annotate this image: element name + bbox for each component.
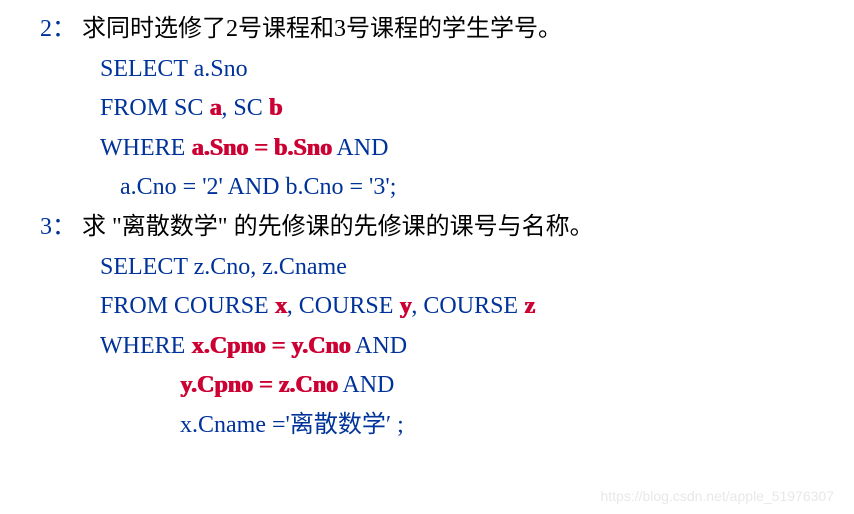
q1-sql-line3: WHERE a.Sno = b.Sno AND — [40, 129, 824, 169]
q1-alias-b: b — [269, 95, 282, 121]
q1-conds: a.Cno = '2' AND b.Cno = '3'; — [120, 174, 396, 200]
q1-from-b: , SC — [221, 95, 268, 121]
q2-sql-line4: y.Cpno = z.Cno AND — [40, 366, 824, 406]
q1-sql-line4: a.Cno = '2' AND b.Cno = '3'; — [40, 168, 824, 208]
q2-where: WHERE — [100, 333, 191, 359]
question-1-number: 2： — [40, 16, 76, 42]
q1-join-cond: a.Sno = b.Sno — [191, 135, 331, 161]
q1-where: WHERE — [100, 135, 191, 161]
question-1-text: 求同时选修了2号课程和3号课程的学生学号。 — [82, 16, 562, 42]
q2-sql-line5: x.Cname ='离散数学′ ; — [40, 406, 824, 446]
q2-sql-line1: SELECT z.Cno, z.Cname — [40, 248, 824, 288]
q2-and2: AND — [338, 372, 395, 398]
watermark: https://blog.csdn.net/apple_51976307 — [600, 488, 834, 504]
q2-alias-x: x — [275, 293, 287, 319]
q1-sql-line2: FROM SC a, SC b — [40, 89, 824, 129]
q2-alias-y: y — [399, 293, 411, 319]
q1-and1: AND — [332, 135, 389, 161]
question-2-number: 3： — [40, 214, 76, 240]
q1-alias-a: a — [209, 95, 221, 121]
q2-and1: AND — [350, 333, 407, 359]
q2-sql-line2: FROM COURSE x, COURSE y, COURSE z — [40, 287, 824, 327]
q2-cond: x.Cname ='离散数学′ ; — [180, 412, 404, 438]
question-2-header: 3： 求 "离散数学" 的先修课的先修课的课号与名称。 — [40, 208, 824, 248]
q2-from-a: FROM COURSE — [100, 293, 275, 319]
q2-from-b: , COURSE — [287, 293, 400, 319]
q2-join2: y.Cpno = z.Cno — [180, 372, 338, 398]
question-2-text: 求 "离散数学" 的先修课的先修课的课号与名称。 — [82, 214, 594, 240]
question-1-header: 2： 求同时选修了2号课程和3号课程的学生学号。 — [40, 10, 824, 50]
q2-sql-line3: WHERE x.Cpno = y.Cno AND — [40, 327, 824, 367]
q1-from-a: FROM SC — [100, 95, 209, 121]
q2-from-c: , COURSE — [411, 293, 524, 319]
q2-select: SELECT z.Cno, z.Cname — [100, 254, 347, 280]
q1-sql-line1: SELECT a.Sno — [40, 50, 824, 90]
q1-select: SELECT a.Sno — [100, 56, 248, 82]
q2-alias-z: z — [524, 293, 535, 319]
document-container: 2： 求同时选修了2号课程和3号课程的学生学号。 SELECT a.Sno FR… — [0, 0, 854, 456]
q2-join1: x.Cpno = y.Cno — [191, 333, 350, 359]
